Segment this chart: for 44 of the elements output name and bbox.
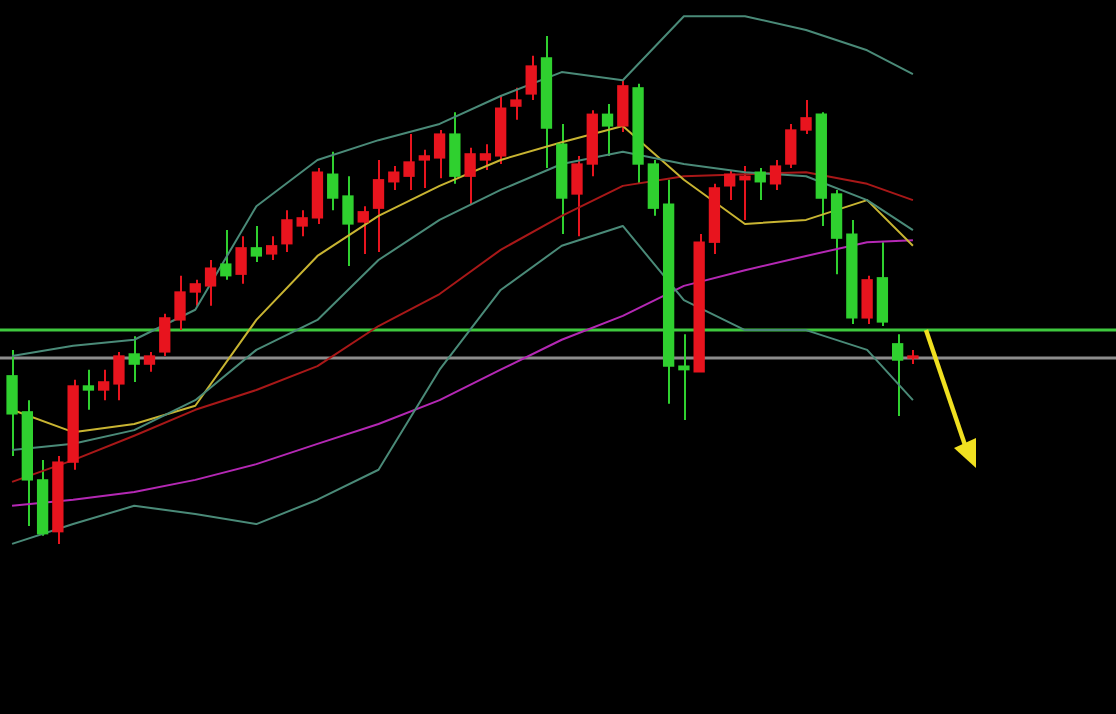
candlestick bbox=[876, 241, 889, 328]
candlestick bbox=[159, 312, 171, 357]
candlestick bbox=[754, 167, 766, 202]
candlestick bbox=[113, 350, 125, 402]
candlestick bbox=[433, 129, 446, 180]
candlestick bbox=[128, 335, 140, 383]
candlestick bbox=[464, 146, 476, 206]
candlestick bbox=[479, 143, 492, 172]
candlestick bbox=[220, 229, 232, 281]
candlestick bbox=[388, 165, 400, 191]
candlestick bbox=[800, 99, 812, 136]
candlestick bbox=[617, 79, 629, 134]
candlestick bbox=[311, 167, 324, 225]
candlestick bbox=[250, 224, 263, 264]
candlestick bbox=[82, 368, 95, 411]
candlestick bbox=[342, 175, 354, 268]
candlestick bbox=[403, 133, 415, 191]
candlestick bbox=[785, 122, 797, 170]
candlestick bbox=[235, 235, 247, 285]
candlestick bbox=[525, 54, 537, 102]
candlestick bbox=[296, 209, 308, 238]
candlestick bbox=[143, 350, 156, 373]
candlestick bbox=[647, 158, 660, 217]
candlestick bbox=[281, 209, 293, 253]
candlestick bbox=[418, 148, 430, 189]
candlestick bbox=[372, 158, 385, 253]
candlestick bbox=[601, 103, 614, 157]
candlestick bbox=[769, 158, 782, 191]
candlestick bbox=[510, 86, 522, 121]
candlestick bbox=[357, 205, 369, 255]
candlestick bbox=[265, 235, 278, 262]
candlestick bbox=[204, 259, 217, 307]
candlestick bbox=[571, 154, 583, 238]
candlestick bbox=[830, 188, 843, 276]
candlestick bbox=[6, 348, 18, 458]
candlestick bbox=[189, 278, 201, 307]
candlestick bbox=[892, 333, 904, 417]
candlestick bbox=[861, 274, 873, 325]
candlestick bbox=[449, 111, 461, 185]
candlestick bbox=[98, 368, 110, 402]
candlestick bbox=[174, 274, 186, 332]
candlestick bbox=[327, 150, 339, 212]
candlestick bbox=[724, 169, 736, 202]
candlestick bbox=[678, 333, 690, 421]
